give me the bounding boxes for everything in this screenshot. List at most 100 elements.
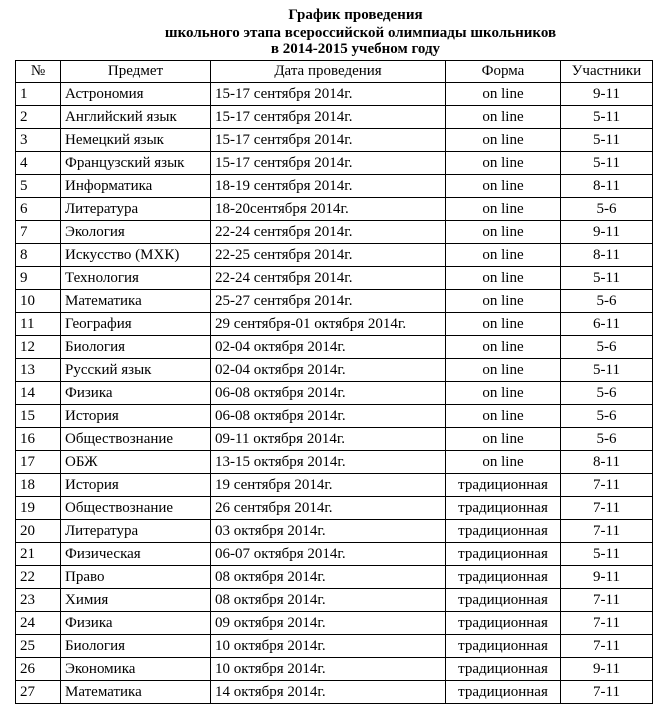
subject-cell: Биология	[60, 634, 211, 658]
date-cell: 06-08 октября 2014г.	[210, 381, 446, 405]
grades-cell: 5-11	[560, 266, 653, 290]
table-row: 12 Биология 02-04 октября 2014г. on line 5-6	[15, 335, 653, 359]
format-cell: on line	[445, 243, 561, 267]
subject-cell: Физическая	[60, 542, 211, 566]
format-cell: традиционная	[445, 634, 561, 658]
grades-cell: 9-11	[560, 82, 653, 106]
subject-cell: Экономика	[60, 657, 211, 681]
date-cell: 06-08 октября 2014г.	[210, 404, 446, 428]
table-row: 24 Физика 09 октября 2014г. традиционная 7-1…	[15, 611, 653, 635]
grades-cell: 5-11	[560, 358, 653, 382]
row-number-cell: 6	[15, 197, 61, 221]
grades-cell: 9-11	[560, 565, 653, 589]
format-cell: on line	[445, 266, 561, 290]
row-number-cell: 26	[15, 657, 61, 681]
format-cell: традиционная	[445, 588, 561, 612]
row-number-cell: 27	[15, 680, 61, 704]
title: График проведения школьного этапа всеросс…	[0, 6, 661, 57]
header-row: № Предмет Дата проведения Форма Участники	[15, 60, 653, 83]
table-row: 2 Английский язык 15-17 сентября 2014г. on …	[15, 105, 653, 129]
subject-cell: Математика	[60, 289, 211, 313]
table-row: 11 География 29 сентября-01 октября 2014г.…	[15, 312, 653, 336]
table-row: 8 Искусство (МХК) 22-25 сентября 2014г. on …	[15, 243, 653, 267]
subject-cell: Астрономия	[60, 82, 211, 106]
format-cell: традиционная	[445, 496, 561, 520]
title-line: школьного этапа всероссийской олимпиады …	[164, 25, 557, 41]
table-row: 25 Биология 10 октября 2014г. традиционная 7…	[15, 634, 653, 658]
table-row: 7 Экология 22-24 сентября 2014г. on line 9-1…	[15, 220, 653, 244]
table-row: 21 Физическая 06-07 октября 2014г. традицио…	[15, 542, 653, 566]
format-cell: on line	[445, 404, 561, 428]
header-cell: №	[15, 60, 61, 83]
date-cell: 02-04 октября 2014г.	[210, 358, 446, 382]
title-line: в 2014-2015 учебном году	[270, 41, 441, 57]
date-cell: 15-17 сентября 2014г.	[210, 151, 446, 175]
date-cell: 02-04 октября 2014г.	[210, 335, 446, 359]
date-cell: 15-17 сентября 2014г.	[210, 128, 446, 152]
row-number-cell: 20	[15, 519, 61, 543]
table-body: 1 Астрономия 15-17 сентября 2014г. on line 9…	[15, 82, 653, 704]
date-cell: 10 октября 2014г.	[210, 657, 446, 681]
table-row: 13 Русский язык 02-04 октября 2014г. on lin…	[15, 358, 653, 382]
grades-cell: 8-11	[560, 243, 653, 267]
table-row: 15 История 06-08 октября 2014г. on line 5-6	[15, 404, 653, 428]
date-cell: 15-17 сентября 2014г.	[210, 105, 446, 129]
row-number-cell: 19	[15, 496, 61, 520]
row-number-cell: 25	[15, 634, 61, 658]
subject-cell: Биология	[60, 335, 211, 359]
date-cell: 10 октября 2014г.	[210, 634, 446, 658]
format-cell: on line	[445, 197, 561, 221]
row-number-cell: 3	[15, 128, 61, 152]
subject-cell: Информатика	[60, 174, 211, 198]
subject-cell: История	[60, 473, 211, 497]
date-cell: 18-20сентября 2014г.	[210, 197, 446, 221]
row-number-cell: 2	[15, 105, 61, 129]
subject-cell: География	[60, 312, 211, 336]
grades-cell: 7-11	[560, 496, 653, 520]
title-line: График проведения	[288, 7, 423, 23]
date-cell: 25-27 сентября 2014г.	[210, 289, 446, 313]
row-number-cell: 7	[15, 220, 61, 244]
table-row: 23 Химия 08 октября 2014г. традиционная 7-11	[15, 588, 653, 612]
date-cell: 13-15 октября 2014г.	[210, 450, 446, 474]
format-cell: on line	[445, 427, 561, 451]
subject-cell: Французский язык	[60, 151, 211, 175]
grades-cell: 8-11	[560, 450, 653, 474]
format-cell: традиционная	[445, 565, 561, 589]
row-number-cell: 21	[15, 542, 61, 566]
format-cell: традиционная	[445, 611, 561, 635]
date-cell: 03 октября 2014г.	[210, 519, 446, 543]
subject-cell: Английский язык	[60, 105, 211, 129]
subject-cell: Математика	[60, 680, 211, 704]
date-cell: 08 октября 2014г.	[210, 565, 446, 589]
subject-cell: Немецкий язык	[60, 128, 211, 152]
header-cell: Участники	[560, 60, 653, 83]
grades-cell: 7-11	[560, 588, 653, 612]
row-number-cell: 4	[15, 151, 61, 175]
row-number-cell: 10	[15, 289, 61, 313]
table-row: 10 Математика 25-27 сентября 2014г. on line…	[15, 289, 653, 313]
format-cell: on line	[445, 82, 561, 106]
row-number-cell: 5	[15, 174, 61, 198]
row-number-cell: 8	[15, 243, 61, 267]
row-number-cell: 24	[15, 611, 61, 635]
date-cell: 22-25 сентября 2014г.	[210, 243, 446, 267]
grades-cell: 7-11	[560, 680, 653, 704]
format-cell: on line	[445, 312, 561, 336]
table-row: 16 Обществознание 09-11 октября 2014г. on l…	[15, 427, 653, 451]
format-cell: традиционная	[445, 473, 561, 497]
table-row: 20 Литература 03 октября 2014г. традиционна…	[15, 519, 653, 543]
row-number-cell: 15	[15, 404, 61, 428]
date-cell: 29 сентября-01 октября 2014г.	[210, 312, 446, 336]
date-cell: 18-19 сентября 2014г.	[210, 174, 446, 198]
date-cell: 09-11 октября 2014г.	[210, 427, 446, 451]
subject-cell: История	[60, 404, 211, 428]
subject-cell: Литература	[60, 197, 211, 221]
subject-cell: Экология	[60, 220, 211, 244]
grades-cell: 5-6	[560, 381, 653, 405]
row-number-cell: 18	[15, 473, 61, 497]
subject-cell: Право	[60, 565, 211, 589]
row-number-cell: 17	[15, 450, 61, 474]
